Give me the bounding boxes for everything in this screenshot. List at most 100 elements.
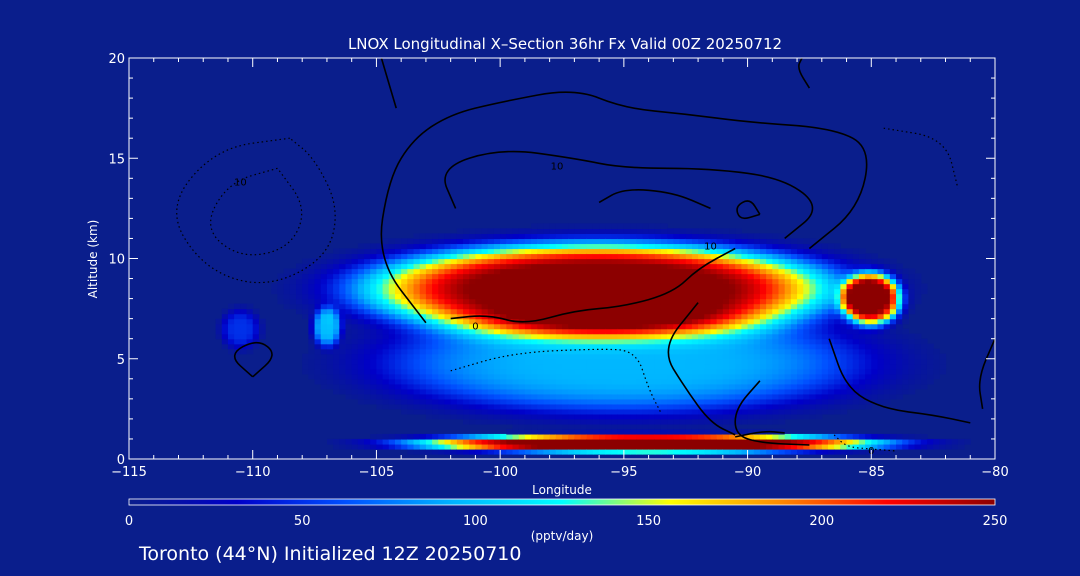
heatmap-cell bbox=[710, 363, 718, 370]
heatmap-cell bbox=[500, 418, 507, 425]
heatmap-cell bbox=[611, 263, 619, 270]
heatmap-cell bbox=[506, 278, 514, 285]
heatmap-cell bbox=[704, 323, 712, 330]
heatmap-cell bbox=[382, 323, 390, 330]
heatmap-cell bbox=[562, 333, 569, 340]
heatmap-cell bbox=[308, 268, 316, 275]
heatmap-cell bbox=[512, 328, 520, 335]
heatmap-cell bbox=[654, 373, 662, 380]
heatmap-cell bbox=[623, 323, 631, 330]
heatmap-cell bbox=[797, 373, 804, 380]
heatmap-cell bbox=[617, 268, 625, 275]
heatmap-cell bbox=[679, 448, 687, 455]
heatmap-cell bbox=[883, 303, 891, 310]
heatmap-cell bbox=[834, 263, 841, 270]
heatmap-cell bbox=[636, 283, 644, 290]
heatmap-cell bbox=[840, 278, 848, 285]
heatmap-cell bbox=[939, 368, 947, 375]
heatmap-cell bbox=[487, 448, 495, 455]
heatmap-cell bbox=[914, 348, 922, 355]
heatmap-cell bbox=[351, 348, 359, 355]
heatmap-cell bbox=[487, 388, 495, 395]
heatmap-cell bbox=[549, 258, 557, 265]
x-tick-label: −100 bbox=[482, 465, 518, 480]
heatmap-cell bbox=[809, 373, 817, 380]
heatmap-cell bbox=[413, 383, 421, 390]
heatmap-cell bbox=[673, 413, 681, 420]
heatmap-cell bbox=[902, 308, 909, 315]
heatmap-cell bbox=[741, 373, 749, 380]
heatmap-cell bbox=[506, 333, 514, 340]
heatmap-cell bbox=[586, 368, 594, 375]
heatmap-cell bbox=[296, 288, 303, 295]
heatmap-cell bbox=[896, 438, 903, 445]
heatmap-cell bbox=[308, 348, 316, 355]
heatmap-cell bbox=[463, 293, 470, 300]
heatmap-cell bbox=[475, 358, 483, 365]
heatmap-cell bbox=[834, 343, 841, 350]
heatmap-cell bbox=[759, 248, 767, 255]
heatmap-cell bbox=[592, 423, 600, 430]
heatmap-cell bbox=[778, 263, 786, 270]
heatmap-cell bbox=[784, 248, 792, 255]
heatmap-cell bbox=[568, 223, 575, 230]
heatmap-cell bbox=[568, 303, 575, 310]
heatmap-cell bbox=[413, 253, 421, 260]
heatmap-cell bbox=[778, 378, 786, 385]
heatmap-cell bbox=[660, 248, 668, 255]
heatmap-cell bbox=[518, 333, 526, 340]
heatmap-cell bbox=[357, 253, 365, 260]
heatmap-cell bbox=[902, 298, 909, 305]
heatmap-cell bbox=[741, 243, 749, 250]
heatmap-cell bbox=[364, 353, 371, 360]
heatmap-cell bbox=[840, 258, 848, 265]
heatmap-cell bbox=[698, 298, 705, 305]
heatmap-cell bbox=[394, 298, 402, 305]
heatmap-cell bbox=[815, 398, 823, 405]
heatmap-cell bbox=[636, 323, 644, 330]
heatmap-cell bbox=[729, 243, 736, 250]
y-axis-label: Altitude (km) bbox=[86, 220, 100, 299]
heatmap-cell bbox=[370, 288, 378, 295]
heatmap-cell bbox=[865, 323, 872, 330]
heatmap-cell bbox=[617, 448, 625, 455]
heatmap-cell bbox=[549, 298, 557, 305]
heatmap-cell bbox=[463, 233, 470, 240]
heatmap-cell bbox=[401, 283, 408, 290]
heatmap-cell bbox=[759, 268, 767, 275]
heatmap-cell bbox=[685, 268, 693, 275]
heatmap-cell bbox=[320, 338, 328, 345]
heatmap-cell bbox=[741, 278, 749, 285]
heatmap-cell bbox=[599, 248, 606, 255]
heatmap-cell bbox=[902, 343, 909, 350]
heatmap-cell bbox=[283, 283, 291, 290]
heatmap-cell bbox=[759, 408, 767, 415]
heatmap-cell bbox=[438, 303, 446, 310]
heatmap-cell bbox=[562, 248, 569, 255]
heatmap-cell bbox=[388, 243, 396, 250]
heatmap-cell bbox=[704, 363, 712, 370]
heatmap-cell bbox=[679, 268, 687, 275]
heatmap-cell bbox=[456, 243, 464, 250]
heatmap-cell bbox=[277, 298, 285, 305]
heatmap-cell bbox=[314, 318, 322, 325]
heatmap-cell bbox=[289, 298, 297, 305]
heatmap-cell bbox=[896, 318, 903, 325]
heatmap-cell bbox=[772, 343, 780, 350]
heatmap-cell bbox=[425, 363, 433, 370]
heatmap-cell bbox=[320, 343, 328, 350]
heatmap-cell bbox=[722, 403, 730, 410]
heatmap-cell bbox=[729, 398, 736, 405]
heatmap-cell bbox=[438, 323, 446, 330]
heatmap-cell bbox=[815, 403, 823, 410]
heatmap-cell bbox=[493, 263, 501, 270]
heatmap-cell bbox=[481, 298, 489, 305]
heatmap-cell bbox=[592, 438, 600, 445]
heatmap-cell bbox=[815, 283, 823, 290]
heatmap-cell bbox=[710, 288, 718, 295]
heatmap-cell bbox=[797, 383, 804, 390]
heatmap-cell bbox=[388, 368, 396, 375]
heatmap-cell bbox=[475, 338, 483, 345]
heatmap-cell bbox=[351, 333, 359, 340]
heatmap-cell bbox=[698, 338, 705, 345]
